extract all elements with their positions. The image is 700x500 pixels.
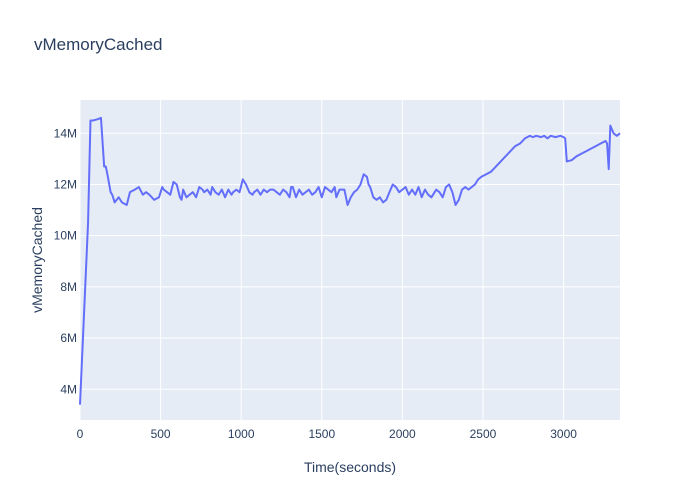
plot-area	[80, 100, 620, 420]
y-tick-label: 8M	[60, 280, 77, 294]
x-axis-title: Time(seconds)	[304, 459, 396, 475]
x-tick-label: 500	[151, 427, 171, 441]
y-axis-title: vMemoryCached	[29, 207, 45, 313]
series-line	[79, 116, 621, 405]
x-tick-label: 1000	[228, 427, 255, 441]
y-tick-label: 4M	[60, 382, 77, 396]
x-tick-label: 2000	[389, 427, 416, 441]
y-tick-label: 10M	[54, 229, 77, 243]
chart-title: vMemoryCached	[34, 35, 163, 54]
x-tick-label: 3000	[550, 427, 577, 441]
y-axis-ticks: 4M 6M 8M 10M 12M 14M	[54, 126, 77, 396]
x-tick-label: 0	[77, 427, 84, 441]
y-tick-label: 12M	[54, 177, 77, 191]
y-tick-label: 6M	[60, 331, 77, 345]
x-tick-label: 2500	[470, 427, 497, 441]
y-tick-label: 14M	[54, 126, 77, 140]
x-axis-ticks: 0 500 1000 1500 2000 2500 3000	[77, 427, 578, 441]
gridlines	[79, 100, 620, 420]
series-line-group	[79, 116, 621, 405]
x-tick-label: 1500	[308, 427, 335, 441]
